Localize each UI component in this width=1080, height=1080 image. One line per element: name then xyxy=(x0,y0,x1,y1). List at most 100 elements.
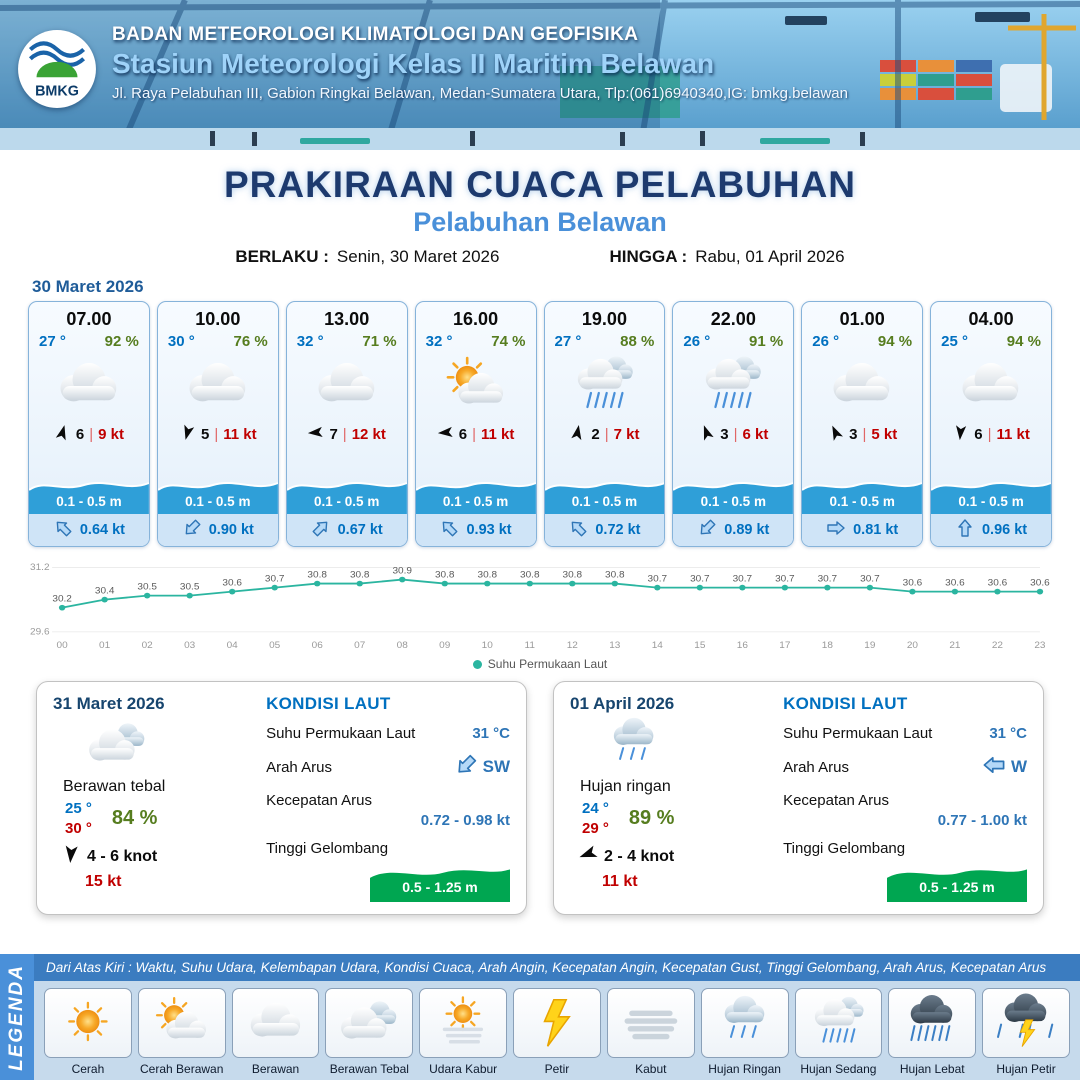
current-direction-icon xyxy=(826,518,846,543)
svg-text:30.7: 30.7 xyxy=(648,574,668,584)
sst-value: 31 °C xyxy=(989,725,1027,742)
svg-text:30.6: 30.6 xyxy=(988,578,1008,588)
current-row: 0.67 kt xyxy=(286,514,407,546)
svg-text:23: 23 xyxy=(1034,640,1045,650)
forecast-card: 19.00 27 ° 88 % 2 | 7 kt 0.1 - 0.5 m 0.7… xyxy=(543,301,666,547)
current-direction-icon xyxy=(955,518,975,543)
wave-height-band: 0.1 - 0.5 m xyxy=(802,470,923,514)
forecast-time: 22.00 xyxy=(710,309,756,329)
temp-humidity-block: 24 ° 29 ° 89 % xyxy=(582,800,771,837)
wind-row: 3 | 5 kt xyxy=(802,421,922,447)
wave-graphic xyxy=(157,481,278,514)
current-speed-value: 0.77 - 1.00 kt xyxy=(937,812,1027,829)
wind-speed: 3 xyxy=(849,425,858,443)
current-direction-text: W xyxy=(1010,757,1027,776)
svg-text:30.8: 30.8 xyxy=(307,570,327,580)
forecast-card: 07.00 27 ° 92 % 6 | 9 kt 0.1 - 0.5 m 0.6… xyxy=(28,301,150,547)
wind-direction-icon xyxy=(569,424,586,445)
svg-text:21: 21 xyxy=(949,640,960,650)
port-illustration xyxy=(0,0,1080,150)
weather-icon xyxy=(553,351,657,421)
wave-height-value: 0.1 - 0.5 m xyxy=(185,494,251,509)
current-speed: 0.89 kt xyxy=(724,522,770,538)
legend-weather-icon xyxy=(325,988,414,1058)
air-temperature: 27 ° xyxy=(554,333,582,350)
temp-humidity-block: 25 ° 30 ° 84 % xyxy=(65,800,254,837)
legend-vertical-strip: LEGENDA xyxy=(0,954,34,1080)
sst-label: Suhu Permukaan Laut xyxy=(783,725,933,742)
wind-direction-icon xyxy=(698,424,715,445)
svg-text:30.7: 30.7 xyxy=(860,574,880,584)
legend-item: Kabut xyxy=(606,988,695,1076)
svg-text:04: 04 xyxy=(227,640,238,650)
weather-icon xyxy=(810,351,914,421)
org-name: BADAN METEOROLOGI KLIMATOLOGI DAN GEOFIS… xyxy=(112,24,639,45)
svg-text:10: 10 xyxy=(482,640,493,650)
page-subtitle: Pelabuhan Belawan xyxy=(413,207,667,237)
wind-gust: 11 kt xyxy=(996,425,1030,443)
separator: | xyxy=(987,425,992,443)
legend-weather-icon xyxy=(137,988,226,1058)
current-direction-icon xyxy=(182,518,202,543)
legend-item: Berawan Tebal xyxy=(325,988,414,1076)
wind-speed: 6 xyxy=(974,425,983,443)
legend-item: Hujan Lebat xyxy=(888,988,977,1076)
humidity: 94 % xyxy=(1006,333,1041,350)
svg-text:30.8: 30.8 xyxy=(477,570,497,580)
current-speed: 0.72 kt xyxy=(595,522,641,538)
svg-text:30.5: 30.5 xyxy=(137,582,157,592)
legend-label: Hujan Sedang xyxy=(800,1062,877,1076)
legend-label: Hujan Ringan xyxy=(708,1062,781,1076)
current-direction-icon xyxy=(568,518,588,543)
temp-humidity-row: 26 ° 91 % xyxy=(673,330,793,350)
current-direction: W xyxy=(982,753,1027,781)
forecast-cards-row: 07.00 27 ° 92 % 6 | 9 kt 0.1 - 0.5 m 0.6… xyxy=(28,301,1052,547)
current-direction: SW xyxy=(454,753,510,781)
current-speed: 0.93 kt xyxy=(466,522,512,538)
sst-value: 31 °C xyxy=(472,725,510,742)
wave-graphic xyxy=(29,481,149,514)
wind-speed: 7 xyxy=(329,425,338,443)
air-temperature: 30 ° xyxy=(167,333,195,350)
separator: | xyxy=(214,425,219,443)
forecast-card: 16.00 32 ° 74 % 6 | 11 kt 0.1 - 0.5 m 0.… xyxy=(414,301,537,547)
wave-height-value: 0.1 - 0.5 m xyxy=(314,494,380,509)
temp-min: 25 ° xyxy=(65,800,92,817)
wind-row: 3 | 6 kt xyxy=(673,421,793,447)
svg-text:01: 01 xyxy=(99,640,110,650)
air-temperature: 26 ° xyxy=(812,333,840,350)
current-speed: 0.90 kt xyxy=(208,522,254,538)
wind-gust: 11 kt xyxy=(223,425,257,443)
svg-text:12: 12 xyxy=(567,640,578,650)
svg-text:30.7: 30.7 xyxy=(775,574,795,584)
current-row: 0.90 kt xyxy=(157,514,278,546)
wind-gust: 9 kt xyxy=(98,425,124,443)
wave-height-band: 0.1 - 0.5 m xyxy=(673,470,794,514)
current-speed: 0.81 kt xyxy=(853,522,899,538)
legend-vertical-label: LEGENDA xyxy=(6,963,27,1071)
wind-row: 7 | 12 kt xyxy=(287,421,407,447)
wave-graphic xyxy=(415,481,536,514)
legend-label: Udara Kabur xyxy=(429,1062,498,1076)
svg-text:30.6: 30.6 xyxy=(1030,578,1050,588)
wave-graphic xyxy=(286,481,407,514)
wind-direction-icon xyxy=(578,844,598,869)
wind-direction-icon xyxy=(61,844,81,869)
weather-icon xyxy=(424,351,528,421)
legend-weather-icon xyxy=(606,988,695,1058)
current-row: 0.93 kt xyxy=(415,514,536,546)
legend-weather-icon xyxy=(419,988,508,1058)
humidity: 76 % xyxy=(233,333,268,350)
forecast-card: 04.00 25 ° 94 % 6 | 11 kt 0.1 - 0.5 m 0.… xyxy=(930,301,1052,547)
current-speed-label: Kecepatan Arus xyxy=(783,792,889,809)
weather-icon xyxy=(586,714,682,776)
weather-icon xyxy=(166,351,270,421)
svg-text:30.7: 30.7 xyxy=(690,574,710,584)
legend-weather-icon xyxy=(888,988,977,1058)
air-temperature: 25 ° xyxy=(941,333,968,350)
bmkg-logo-text: BMKG xyxy=(35,84,79,100)
temp-humidity-row: 32 ° 74 % xyxy=(416,330,536,350)
svg-text:30.8: 30.8 xyxy=(435,570,455,580)
weather-condition: Hujan ringan xyxy=(580,778,671,795)
svg-text:03: 03 xyxy=(184,640,195,650)
